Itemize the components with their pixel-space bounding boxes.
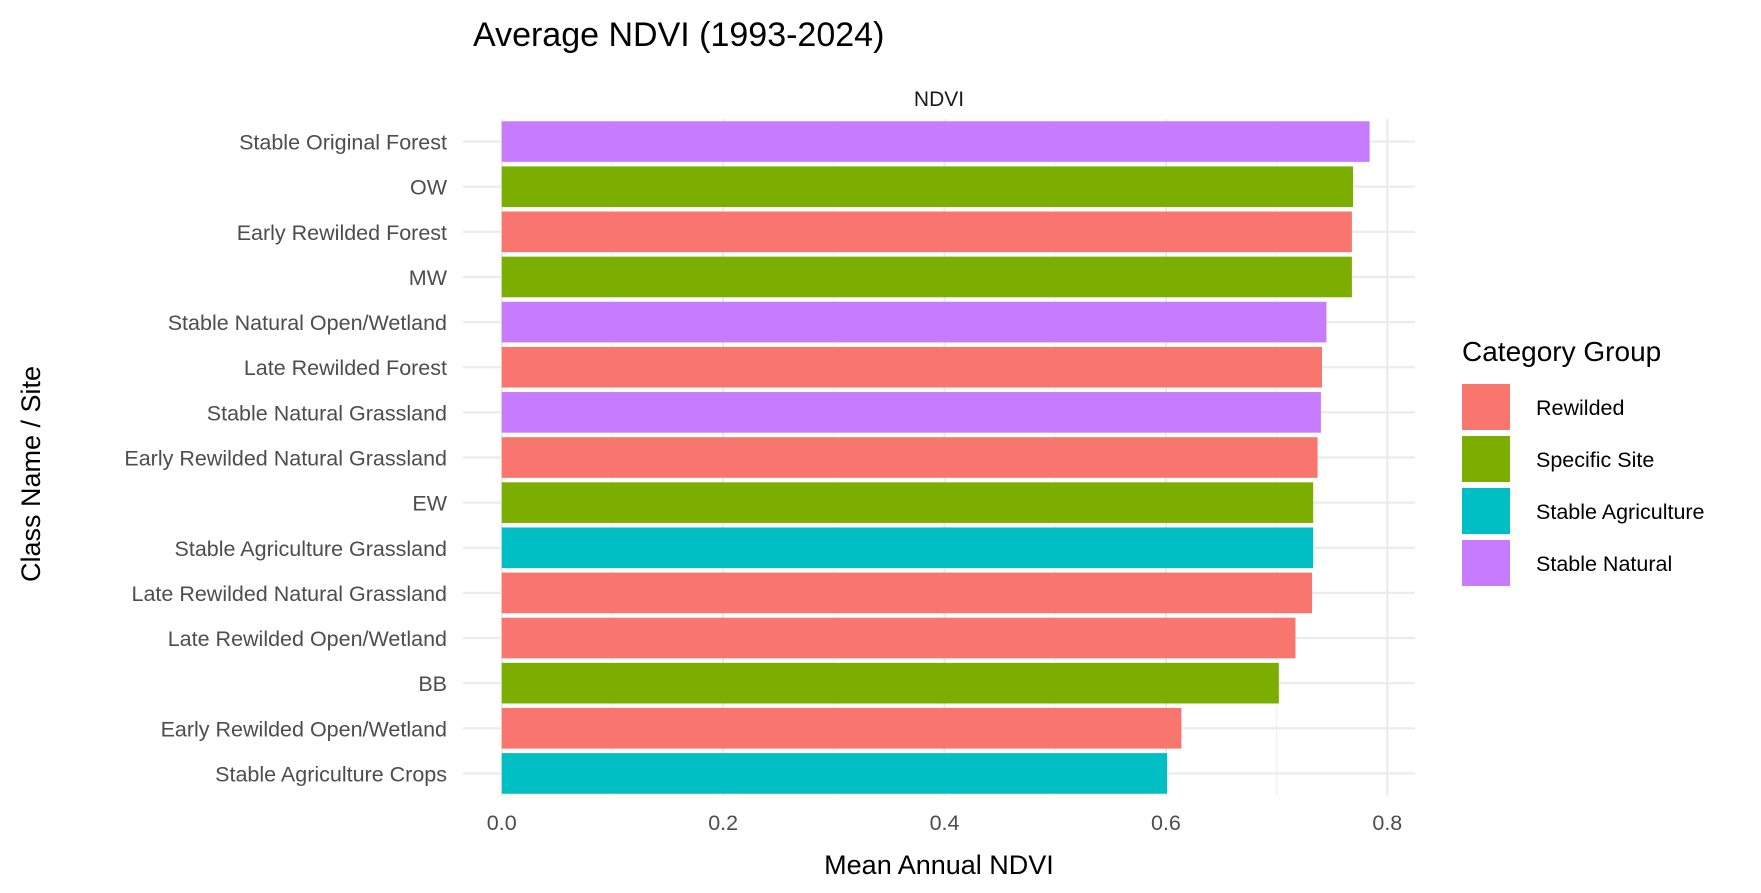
bar bbox=[501, 346, 1323, 388]
legend-label: Specific Site bbox=[1536, 448, 1654, 472]
y-tick-label: BB bbox=[418, 672, 447, 696]
x-tick-label: 0.6 bbox=[1151, 811, 1181, 835]
chart-title: Average NDVI (1993-2024) bbox=[473, 16, 884, 54]
bar bbox=[501, 301, 1327, 343]
x-tick-label: 0.2 bbox=[708, 811, 738, 835]
y-tick-label: Early Rewilded Forest bbox=[237, 221, 447, 245]
y-axis-title: Class Name / Site bbox=[16, 366, 46, 582]
legend-swatch bbox=[1462, 540, 1510, 586]
y-tick-label: Stable Original Forest bbox=[239, 131, 447, 155]
legend-swatch bbox=[1462, 436, 1510, 482]
bar bbox=[501, 166, 1354, 208]
bar bbox=[501, 437, 1318, 478]
y-tick-label: Stable Natural Grassland bbox=[207, 401, 447, 425]
x-axis-tick-labels: 0.0 0.2 0.4 0.6 0.8 bbox=[487, 811, 1403, 835]
y-tick-label: MW bbox=[409, 266, 448, 290]
facet-strip-label: NDVI bbox=[914, 88, 964, 111]
x-tick-label: 0.8 bbox=[1372, 811, 1402, 835]
legend-label: Rewilded bbox=[1536, 396, 1624, 420]
bar-series bbox=[501, 121, 1370, 794]
bar bbox=[501, 572, 1313, 614]
legend-swatch bbox=[1462, 488, 1510, 534]
y-tick-label: Late Rewilded Forest bbox=[244, 356, 447, 380]
x-axis-title: Mean Annual NDVI bbox=[824, 850, 1054, 880]
bar bbox=[501, 211, 1352, 253]
y-tick-label: Stable Agriculture Grassland bbox=[175, 537, 447, 561]
y-tick-label: Stable Natural Open/Wetland bbox=[168, 311, 447, 335]
legend: Category Group Rewilded Specific Site Stab… bbox=[1462, 336, 1705, 586]
bar bbox=[501, 256, 1352, 298]
bar bbox=[501, 662, 1279, 704]
y-tick-label: Early Rewilded Natural Grassland bbox=[124, 447, 447, 471]
y-axis-tick-labels: Stable Original Forest OW Early Rewilded F… bbox=[124, 131, 447, 787]
legend-label: Stable Natural bbox=[1536, 552, 1672, 576]
bar bbox=[501, 392, 1321, 433]
y-tick-label: Late Rewilded Natural Grassland bbox=[132, 582, 448, 606]
y-tick-label: Late Rewilded Open/Wetland bbox=[168, 627, 447, 651]
bar bbox=[501, 707, 1182, 749]
bar bbox=[501, 753, 1168, 794]
legend-entries: Rewilded Specific Site Stable Agriculture S… bbox=[1462, 384, 1705, 586]
legend-swatch bbox=[1462, 384, 1510, 430]
y-tick-label: Stable Agriculture Crops bbox=[215, 762, 447, 786]
bar bbox=[501, 617, 1296, 659]
x-tick-label: 0.4 bbox=[930, 811, 960, 835]
bar bbox=[501, 121, 1370, 162]
x-tick-label: 0.0 bbox=[487, 811, 517, 835]
legend-title: Category Group bbox=[1462, 336, 1661, 367]
y-tick-label: EW bbox=[412, 492, 447, 516]
y-tick-label: OW bbox=[410, 176, 448, 200]
bar bbox=[501, 527, 1314, 569]
y-tick-label: Early Rewilded Open/Wetland bbox=[161, 717, 447, 741]
legend-label: Stable Agriculture bbox=[1536, 500, 1705, 524]
bar bbox=[501, 482, 1314, 523]
